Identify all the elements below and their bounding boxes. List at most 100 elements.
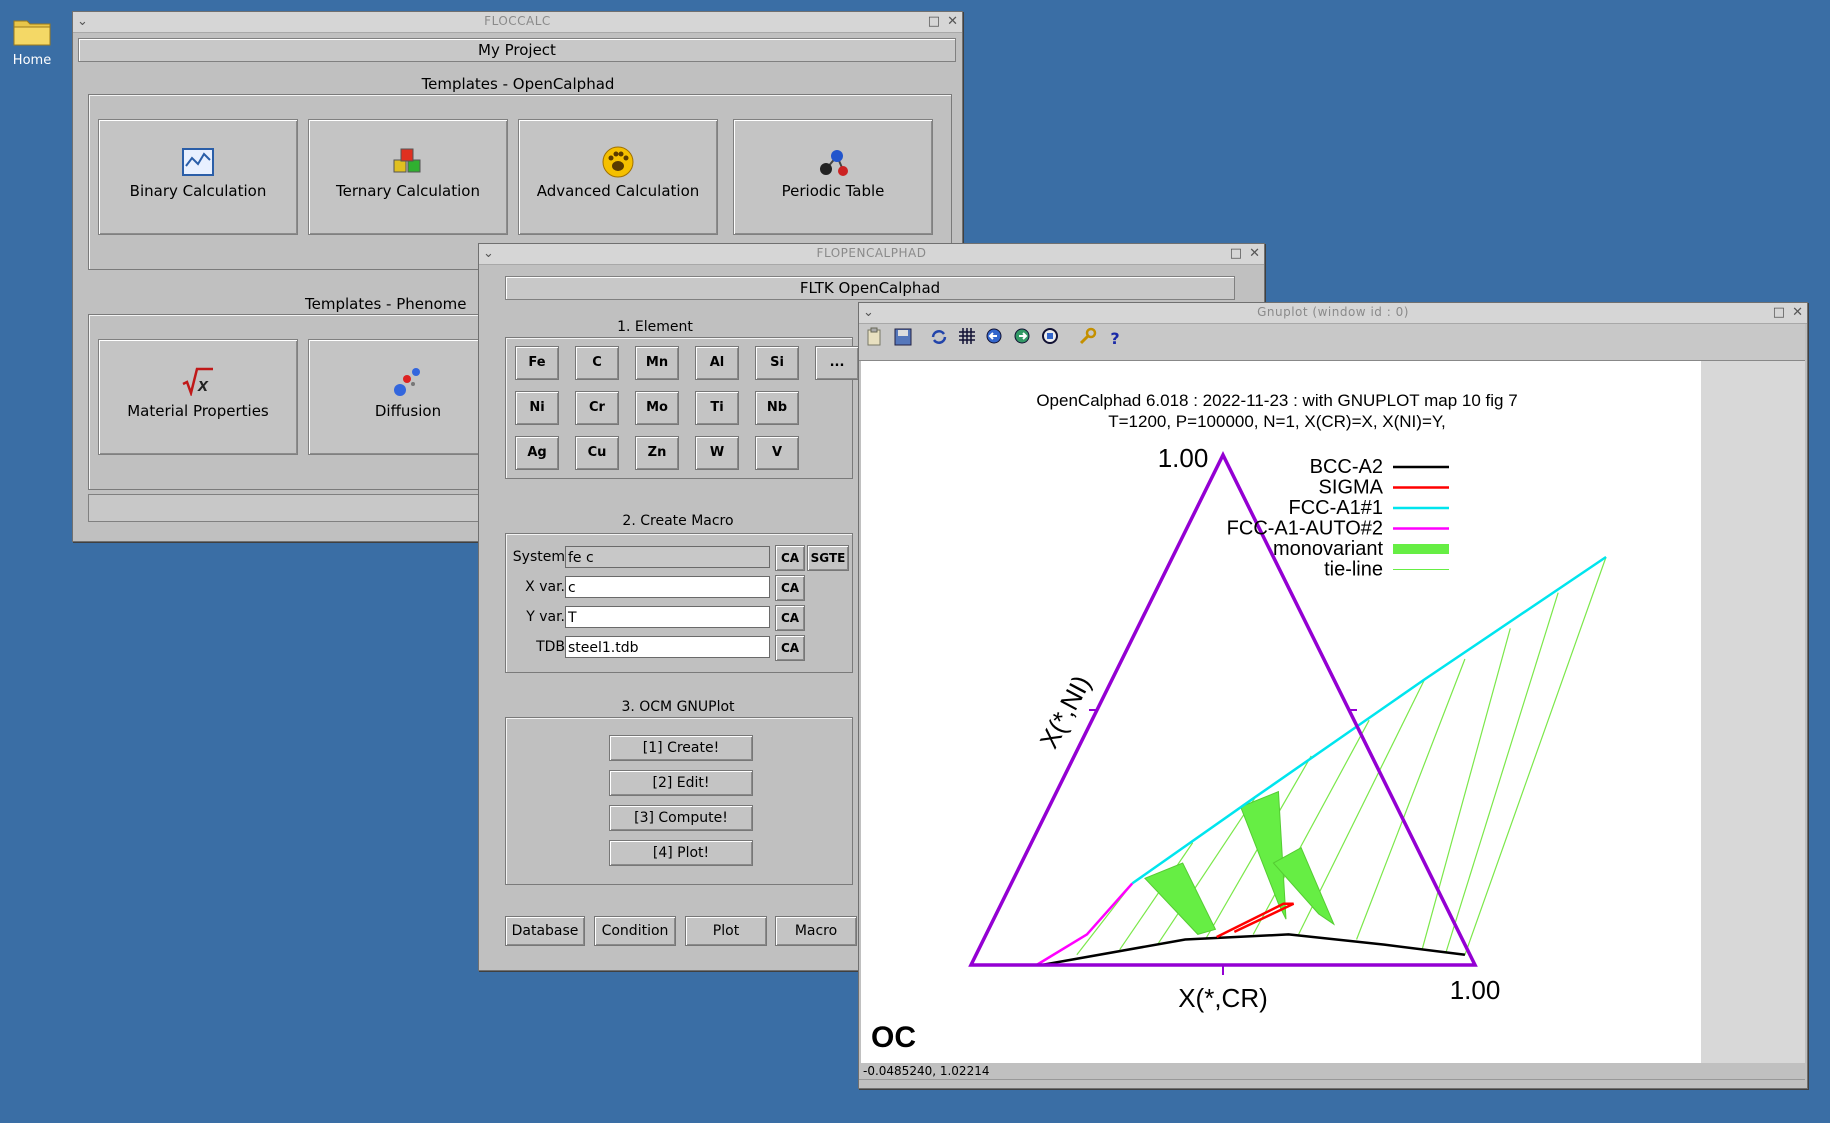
system-ca-button[interactable]: CA: [775, 545, 805, 571]
element-button-w[interactable]: W: [695, 436, 739, 470]
cubes-icon: [393, 148, 421, 173]
tie-line-7: [1156, 796, 1257, 945]
apex-label: 1.00: [1158, 443, 1209, 473]
tdb-ca-button[interactable]: CA: [775, 635, 805, 661]
series-sigma: [1216, 902, 1295, 939]
legend-label-0: BCC-A2: [1310, 456, 1383, 478]
app-title: FLTK OpenCalphad: [505, 276, 1235, 300]
element-button-nb[interactable]: Nb: [755, 391, 799, 425]
edit-step-button[interactable]: [2] Edit!: [609, 770, 753, 796]
tie-line-8: [1119, 842, 1194, 951]
flopencalphad-titlebar[interactable]: ⌄ FLOPENCALPHAD □ ✕: [479, 244, 1264, 265]
chart-title: OpenCalphad 6.018 : 2022-11-23 : with GN…: [1036, 391, 1517, 410]
element-button-zn[interactable]: Zn: [635, 436, 679, 470]
element-button-cr[interactable]: Cr: [575, 391, 619, 425]
autoscale-icon[interactable]: [1039, 327, 1063, 351]
y-var-field[interactable]: T: [565, 606, 770, 628]
legend-label-2: FCC-A1#1: [1289, 497, 1383, 519]
element-button-ti[interactable]: Ti: [695, 391, 739, 425]
monovariant-band-0: [1144, 862, 1217, 935]
database-button[interactable]: Database: [505, 916, 585, 946]
element-button-al[interactable]: Al: [695, 346, 739, 380]
create-step-button[interactable]: [1] Create!: [609, 735, 753, 761]
tdb-field[interactable]: steel1.tdb: [565, 636, 770, 658]
y-axis-label: X(*,NI): [1033, 670, 1096, 753]
material-properties-button[interactable]: x Material Properties: [98, 339, 298, 455]
system-label: System: [512, 549, 565, 565]
chart-icon: [182, 148, 214, 176]
project-title: My Project: [78, 38, 956, 62]
floccalc-titlebar[interactable]: ⌄ FLOCCALC □ ✕: [73, 12, 962, 33]
grid-icon[interactable]: [955, 327, 979, 351]
series-bcc-a2: [1041, 933, 1466, 967]
plot-button[interactable]: Plot: [685, 916, 767, 946]
maximize-icon[interactable]: □: [927, 14, 940, 29]
x-var-ca-button[interactable]: CA: [775, 575, 805, 601]
ternary-calculation-button[interactable]: Ternary Calculation: [308, 119, 508, 235]
coordinate-status: -0.0485240, 1.02214: [863, 1064, 990, 1078]
zoom-previous-icon[interactable]: [983, 327, 1007, 351]
macro-button[interactable]: Macro: [775, 916, 857, 946]
molecule-icon: [820, 150, 848, 176]
save-icon[interactable]: [891, 327, 915, 351]
element-button-ni[interactable]: Ni: [515, 391, 559, 425]
copy-icon[interactable]: [863, 327, 887, 351]
gnuplot-titlebar[interactable]: ⌄ Gnuplot (window id : 0) □ ✕: [859, 303, 1807, 324]
maximize-icon[interactable]: □: [1229, 246, 1242, 261]
tie-line-5: [1252, 719, 1370, 935]
menu-icon[interactable]: ⌄: [483, 246, 494, 261]
help-icon[interactable]: ?: [1110, 329, 1120, 348]
legend-label-4: monovariant: [1273, 538, 1384, 560]
close-icon[interactable]: ✕: [1249, 246, 1260, 261]
atoms-icon: [394, 368, 420, 396]
sgte-button[interactable]: SGTE: [807, 545, 849, 571]
x-var-field[interactable]: c: [565, 576, 770, 598]
element-button-mn[interactable]: Mn: [635, 346, 679, 380]
periodic-table-button[interactable]: Periodic Table: [733, 119, 933, 235]
y-var-ca-button[interactable]: CA: [775, 605, 805, 631]
diffusion-label: Diffusion: [374, 402, 442, 420]
close-icon[interactable]: ✕: [1792, 305, 1803, 320]
menu-icon[interactable]: ⌄: [863, 305, 874, 320]
diffusion-button[interactable]: Diffusion: [308, 339, 508, 455]
gnuplot-section-label: 3. OCM GNUPlot: [621, 699, 735, 715]
legend-label-5: tie-line: [1324, 559, 1383, 581]
element-button-fe[interactable]: Fe: [515, 346, 559, 380]
maximize-icon[interactable]: □: [1772, 305, 1785, 320]
element-button-si[interactable]: Si: [755, 346, 799, 380]
ternary-calculation-label: Ternary Calculation: [336, 182, 480, 200]
binary-calculation-button[interactable]: Binary Calculation: [98, 119, 298, 235]
gnuplot-group: [505, 717, 853, 885]
element-button-c[interactable]: C: [575, 346, 619, 380]
home-desktop-icon[interactable]: Home: [8, 12, 56, 68]
element-button-mo[interactable]: Mo: [635, 391, 679, 425]
compute-step-button[interactable]: [3] Compute!: [609, 805, 753, 831]
zoom-next-icon[interactable]: [1011, 327, 1035, 351]
home-label: Home: [12, 53, 52, 68]
gnuplot-window: ⌄ Gnuplot (window id : 0) □ ✕ ?: [858, 302, 1808, 1089]
system-field[interactable]: fe c: [565, 546, 770, 568]
plot-canvas[interactable]: OpenCalphad 6.018 : 2022-11-23 : with GN…: [861, 361, 1701, 1063]
series-fcc-a1-1: [1131, 555, 1607, 885]
paw-icon: [602, 146, 634, 178]
tie-line-0: [1464, 556, 1607, 956]
plot-step-button[interactable]: [4] Plot!: [609, 840, 753, 866]
element-button-ag[interactable]: Ag: [515, 436, 559, 470]
element-button-v[interactable]: V: [755, 436, 799, 470]
condition-button[interactable]: Condition: [594, 916, 676, 946]
folder-icon: [13, 20, 51, 46]
element-button-more[interactable]: ...: [815, 346, 859, 380]
options-wrench-icon[interactable]: [1075, 327, 1099, 351]
menu-icon[interactable]: ⌄: [77, 14, 88, 29]
close-icon[interactable]: ✕: [947, 14, 958, 29]
replot-icon[interactable]: [927, 327, 951, 351]
element-button-cu[interactable]: Cu: [575, 436, 619, 470]
chart-subtitle: T=1200, P=100000, N=1, X(CR)=X, X(NI)=Y,: [1108, 412, 1446, 431]
advanced-calculation-button[interactable]: Advanced Calculation: [518, 119, 718, 235]
element-group: [505, 337, 853, 479]
monovariant-band-1: [1239, 790, 1287, 920]
series-fcc-a1-auto-2: [1035, 882, 1134, 967]
status-footer: [859, 1079, 1805, 1088]
sqrt-x-icon: x: [182, 367, 213, 396]
y-var-label: Y var.: [526, 609, 565, 625]
